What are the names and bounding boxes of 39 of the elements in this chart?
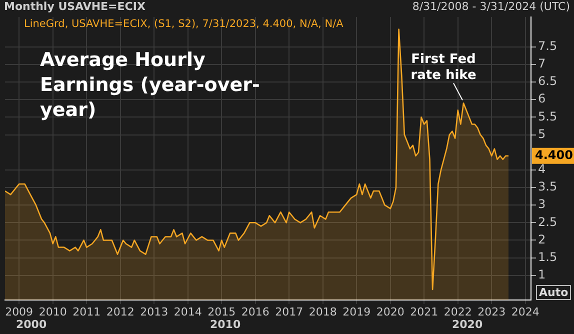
y-tick-label: 3 <box>538 197 546 212</box>
x-tick-label: 2013 <box>140 305 168 318</box>
x-tick-label: 2015 <box>208 305 236 318</box>
x-tick-label: 2022 <box>444 305 472 318</box>
y-tick-label: 7.5 <box>538 39 558 54</box>
x-tick-label: 2016 <box>241 305 270 318</box>
x-tick-label: 2024 <box>511 305 540 318</box>
x-tick-label: 2011 <box>72 305 101 318</box>
y-tick-label: 4 <box>538 162 546 176</box>
text: Average Hourly Earnings (year-over-year) <box>40 48 261 123</box>
y-tick-label: 2.5 <box>538 214 558 229</box>
x-tick-label: 2021 <box>410 305 438 318</box>
y-tick-label: 1 <box>538 268 546 282</box>
x-tick-label: 2019 <box>342 305 371 318</box>
y-tick-label: 3.5 <box>538 180 558 194</box>
x-tick-label: 2012 <box>106 305 134 318</box>
text: 2020 <box>452 318 483 331</box>
y-tick-label: 5.5 <box>538 109 558 124</box>
text: 8/31/2008 - 3/31/2024 (UTC) <box>412 0 570 13</box>
x-tick-label: 2023 <box>478 305 506 318</box>
x-tick-label: 2009 <box>5 305 34 318</box>
x-tick-label: 2017 <box>275 305 304 318</box>
y-tick-label: 6 <box>538 92 546 106</box>
annotation: First Fed rate hike <box>410 52 476 84</box>
text: 2000 <box>16 318 47 331</box>
y-tick-label: 2 <box>538 232 546 246</box>
y-tick-label: 5 <box>538 126 546 141</box>
x-tick-label: 2010 <box>38 305 67 318</box>
x-tick-label: 2014 <box>174 305 202 318</box>
annotation: 4.400 <box>535 148 573 162</box>
y-tick-label: 7 <box>538 56 546 71</box>
y-tick-label: 1.5 <box>538 250 558 264</box>
text: Auto <box>536 285 572 300</box>
x-tick-label: 2018 <box>308 305 337 318</box>
y-tick-label: 6.5 <box>538 74 558 88</box>
x-tick-label: 2020 <box>376 305 404 318</box>
text: Monthly USAVHE=ECIX <box>4 0 146 13</box>
annotation: LineGrd, USAVHE=ECIX, (S1, S2), 7/31/2023, 4.400, N/A, N/A <box>24 18 344 30</box>
text: 2010 <box>210 318 241 331</box>
